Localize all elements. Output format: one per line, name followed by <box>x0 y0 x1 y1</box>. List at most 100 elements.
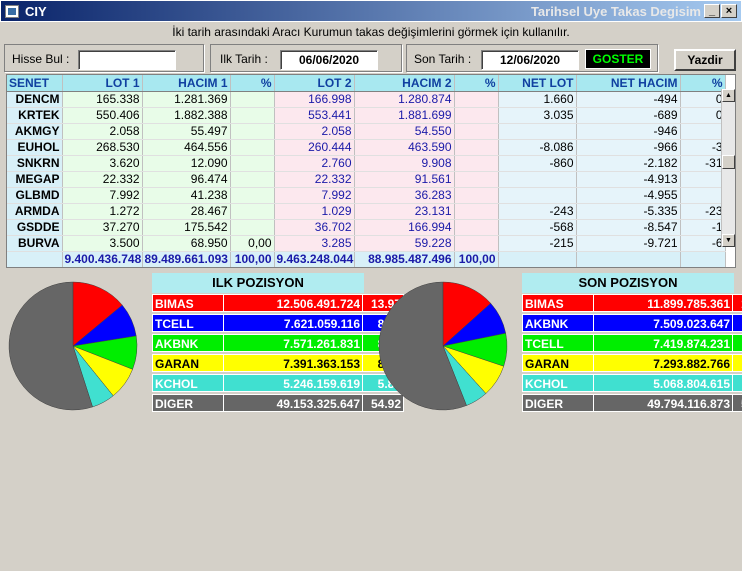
total-pct1: 100,00 <box>230 251 275 267</box>
cell-hacim1: 1.281.369 <box>142 91 231 108</box>
col-header-lot1[interactable]: LOT 1 <box>62 75 143 92</box>
hisse-search-input[interactable] <box>78 50 176 70</box>
cell-senet: EUHOL <box>7 139 63 156</box>
cell-hacim2: 36.283 <box>354 187 455 204</box>
col-header-hacim2[interactable]: HACIM 2 <box>354 75 455 92</box>
son-name: KCHOL <box>522 374 594 392</box>
cell-lot1: 22.332 <box>62 171 143 188</box>
total-netlot <box>498 251 577 267</box>
table-row[interactable]: GLBMD 7.992 41.238 7.992 36.283 -4.955 <box>7 187 726 204</box>
cell-hacim2: 1.881.699 <box>354 107 455 124</box>
ilk-tarih-label: Ilk Tarih : <box>220 52 268 66</box>
cell-hacim2: 463.590 <box>354 139 455 156</box>
son-pozisyon-title: SON POZISYON <box>522 273 734 293</box>
cell-pct1 <box>230 107 275 124</box>
cell-nethacim: -966 <box>576 139 681 156</box>
col-header-pct3[interactable]: % <box>680 75 726 92</box>
cell-senet: SNKRN <box>7 155 63 172</box>
table-row[interactable]: SNKRN 3.620 12.090 2.760 9.908 -860 -2.182 -31 <box>7 155 726 172</box>
cell-senet: GLBMD <box>7 187 63 204</box>
scroll-down-icon[interactable]: ▼ <box>722 234 735 247</box>
ilk-value: 5.246.159.619 <box>223 374 363 392</box>
cell-netlot: 1.660 <box>498 91 577 108</box>
cell-hacim2: 23.131 <box>354 203 455 220</box>
window-subtitle: Tarihsel Uye Takas Degisim <box>530 4 701 19</box>
scroll-up-icon[interactable]: ▲ <box>722 89 735 102</box>
son-value: 7.419.874.231 <box>593 334 733 352</box>
table-row[interactable]: KRTEK 550.406 1.882.388 553.441 1.881.699 3.0… <box>7 107 726 124</box>
cell-netlot: -860 <box>498 155 577 172</box>
col-header-netlot[interactable]: NET LOT <box>498 75 577 92</box>
cell-nethacim: -494 <box>576 91 681 108</box>
minimize-button[interactable]: _ <box>704 4 720 18</box>
cell-lot1: 3.620 <box>62 155 143 172</box>
cell-lot2: 2.760 <box>274 155 355 172</box>
col-header-senet[interactable]: SENET <box>7 75 63 92</box>
totals-row: 9.400.436.748 89.489.661.093 100,00 9.463.2… <box>7 251 726 267</box>
cell-pct3 <box>680 123 726 140</box>
total-lot2: 9.463.248.044 <box>274 251 355 267</box>
cell-pct1 <box>230 91 275 108</box>
cell-nethacim: -4.913 <box>576 171 681 188</box>
cell-hacim2: 91.561 <box>354 171 455 188</box>
cell-lot2: 3.285 <box>274 235 355 252</box>
cell-nethacim: -946 <box>576 123 681 140</box>
cell-pct3 <box>680 171 726 188</box>
cell-senet: DENCM <box>7 91 63 108</box>
cell-netlot <box>498 123 577 140</box>
col-header-hacim1[interactable]: HACIM 1 <box>142 75 231 92</box>
col-header-pct2[interactable]: % <box>454 75 499 92</box>
cell-lot1: 268.530 <box>62 139 143 156</box>
son-name: AKBNK <box>522 314 594 332</box>
cell-senet: ARMDA <box>7 203 63 220</box>
ilk-value: 49.153.325.647 <box>223 394 363 412</box>
col-header-lot2[interactable]: LOT 2 <box>274 75 355 92</box>
ilk-value: 7.621.059.116 <box>223 314 363 332</box>
cell-senet: AKMGY <box>7 123 63 140</box>
col-header-pct1[interactable]: % <box>230 75 275 92</box>
table-row[interactable]: DENCM 165.338 1.281.369 166.998 1.280.874 1.6… <box>7 91 726 108</box>
cell-hacim1: 464.556 <box>142 139 231 156</box>
cell-pct2 <box>454 203 499 220</box>
col-header-nethacim[interactable]: NET HACIM <box>576 75 681 92</box>
window-title: CIY <box>25 4 47 19</box>
table-row[interactable]: ARMDA 1.272 28.467 1.029 23.131 -243 -5.335 -23 <box>7 203 726 220</box>
son-tarih-field[interactable]: 12/06/2020 <box>481 50 579 70</box>
ilk-row-diger: DIGER 49.153.325.647 54.92 <box>152 394 404 412</box>
cell-hacim1: 175.542 <box>142 219 231 236</box>
yazdir-button[interactable]: Yazdir <box>674 49 736 71</box>
table-row[interactable]: EUHOL 268.530 464.556 260.444 463.590 -8.086-… <box>7 139 726 156</box>
cell-nethacim: -4.955 <box>576 187 681 204</box>
title-bar: CIY Tarihsel Uye Takas Degisim _ × <box>0 0 742 22</box>
grid-scrollbar[interactable]: ▲ ▼ <box>721 89 735 247</box>
close-button[interactable]: × <box>721 4 737 18</box>
ilk-tarih-field[interactable]: 06/06/2020 <box>280 50 378 70</box>
cell-pct1 <box>230 155 275 172</box>
cell-lot2: 553.441 <box>274 107 355 124</box>
total-senet <box>7 251 63 267</box>
table-row[interactable]: BURVA 3.500 68.950 0,00 3.285 59.228 -215 -9.72… <box>7 235 726 252</box>
cell-hacim2: 1.280.874 <box>354 91 455 108</box>
son-value: 7.293.882.766 <box>593 354 733 372</box>
table-row[interactable]: AKMGY 2.058 55.497 2.058 54.550 -946 <box>7 123 726 140</box>
cell-netlot: -568 <box>498 219 577 236</box>
son-slice-diger <box>378 281 467 411</box>
cell-hacim2: 59.228 <box>354 235 455 252</box>
cell-pct3: 0 <box>680 91 726 108</box>
table-row[interactable]: MEGAP 22.332 96.474 22.332 91.561 -4.913 <box>7 171 726 188</box>
cell-netlot: -215 <box>498 235 577 252</box>
goster-button[interactable]: GOSTER <box>585 49 651 69</box>
ilk-value: 12.506.491.724 <box>223 294 363 312</box>
total-hacim1: 89.489.661.093 <box>142 251 231 267</box>
scroll-thumb[interactable] <box>722 155 735 169</box>
cell-senet: BURVA <box>7 235 63 252</box>
table-row[interactable]: GSDDE 37.270 175.542 36.702 166.994 -568 -8.54… <box>7 219 726 236</box>
ilk-group <box>210 44 402 72</box>
son-pct: 8.43 <box>732 314 742 332</box>
takas-grid[interactable]: SENET LOT 1 HACIM 1% LOT 2 HACIM 2% NET LOT NE… <box>6 74 736 268</box>
cell-lot2: 7.992 <box>274 187 355 204</box>
